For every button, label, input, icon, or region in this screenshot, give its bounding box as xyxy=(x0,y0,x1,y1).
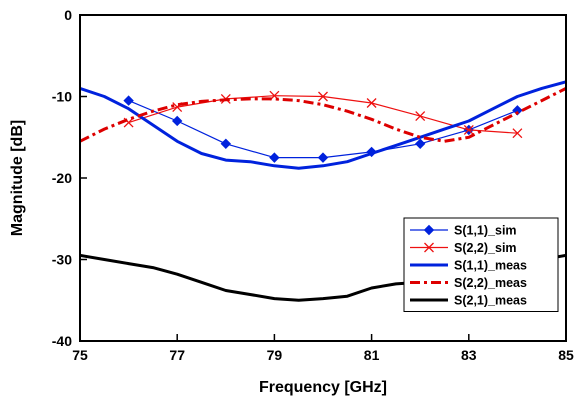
series-s-2-2-sim xyxy=(123,90,523,139)
legend-item-s-2-1-meas: S(2,1)_meas xyxy=(410,294,527,308)
legend-item-s-1-1-meas: S(1,1)_meas xyxy=(410,259,527,273)
x-tick-label: 77 xyxy=(169,347,185,363)
legend-label: S(2,2)_sim xyxy=(454,241,517,255)
x-tick-label: 85 xyxy=(558,347,574,363)
legend: S(1,1)_sim S(2,2)_sim S(1,1)_meas S(2,2)_me… xyxy=(403,217,559,312)
series-line-s-1-1-meas xyxy=(80,80,566,170)
s-1-1-sim-point xyxy=(220,138,232,149)
legend-item-s-2-2-sim: S(2,2)_sim xyxy=(410,241,517,255)
y-axis-title: Magnitude [dB] xyxy=(9,120,26,236)
series-line-s-2-2-sim xyxy=(128,95,518,134)
s-2-2-sim-point xyxy=(463,124,474,135)
legend-item-s-1-1-sim: S(1,1)_sim xyxy=(410,224,517,238)
legend-label: S(1,1)_sim xyxy=(454,224,517,238)
legend-label: S(2,1)_meas xyxy=(454,294,527,308)
ticks-layer: 75 77 79 81 83 85 0 -10 -20 -30 -40 xyxy=(52,7,574,363)
s-1-1-sim-point xyxy=(269,152,280,163)
legend-s-2-2-sim-point xyxy=(424,242,434,253)
series-s-1-1-meas xyxy=(80,80,566,170)
y-tick-label: -10 xyxy=(52,89,72,105)
s-2-2-sim-point xyxy=(318,91,328,102)
series-line-s-2-2-meas xyxy=(80,87,566,143)
s-1-1-sim-point xyxy=(171,115,183,127)
legend-item-s-2-2-meas: S(2,2)_meas xyxy=(410,276,527,290)
s-1-1-sim-point xyxy=(123,95,134,106)
legend-label: S(1,1)_meas xyxy=(454,259,527,273)
legend-label: S(2,2)_meas xyxy=(454,276,527,290)
s-2-2-sim-point xyxy=(415,111,426,122)
legend-s-1-1-sim-point xyxy=(423,224,435,236)
s-1-1-sim-point xyxy=(317,152,329,163)
y-tick-label: -40 xyxy=(52,333,72,349)
x-tick-label: 83 xyxy=(461,347,477,363)
series-line-s-1-1-sim xyxy=(128,100,518,159)
y-tick-label: 0 xyxy=(64,7,72,23)
y-tick-label: -20 xyxy=(52,170,72,186)
s-1-1-sim-point xyxy=(414,138,426,149)
x-axis-title: Frequency [GHz] xyxy=(259,379,387,396)
s-2-2-sim-point xyxy=(512,128,523,139)
x-tick-label: 79 xyxy=(267,347,283,363)
x-tick-label: 75 xyxy=(72,347,88,363)
x-tick-label: 81 xyxy=(364,347,380,363)
s-2-2-sim-point xyxy=(366,98,377,108)
y-tick-label: -30 xyxy=(52,252,72,268)
series-s-2-2-meas xyxy=(80,87,566,143)
